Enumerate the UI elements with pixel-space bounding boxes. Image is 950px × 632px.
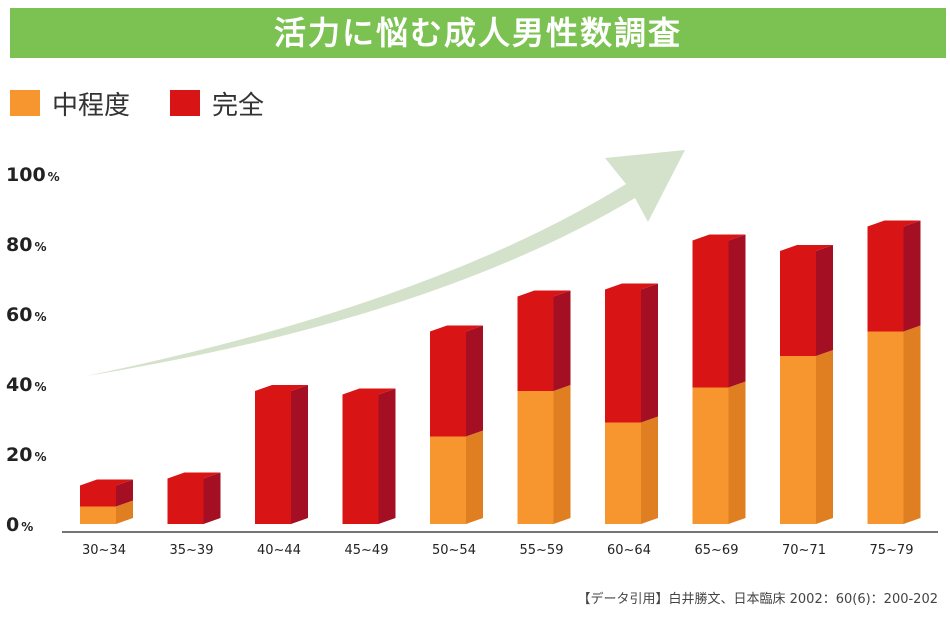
y-tick-label: 80%: [6, 234, 46, 256]
y-tick-label: 40%: [6, 374, 46, 396]
legend-item-moderate: 中程度: [10, 85, 130, 122]
bar-moderate-side: [816, 350, 833, 524]
bar-moderate-side: [553, 385, 571, 524]
bar-complete-side: [903, 220, 921, 332]
bar-group: [342, 388, 396, 524]
bar-moderate-front: [430, 436, 466, 524]
bar-top: [780, 245, 833, 251]
x-tick-label: 65~69: [695, 543, 739, 558]
bar-moderate-side: [641, 416, 658, 524]
legend: 中程度 完全: [10, 88, 304, 121]
bar-moderate-side: [728, 381, 746, 524]
bar-top: [255, 385, 308, 391]
bar-group: [255, 385, 308, 524]
x-tick-label: 50~54: [432, 543, 476, 558]
x-tick-label: 45~49: [345, 543, 389, 558]
bar-complete-front: [780, 251, 816, 356]
bar-complete-side: [466, 325, 483, 437]
bar-moderate-front: [780, 356, 816, 524]
bar-group: [167, 472, 221, 524]
legend-label-complete: 完全: [212, 90, 265, 121]
bar-group: [605, 283, 658, 524]
bar-complete-side: [641, 283, 658, 423]
legend-item-complete: 完全: [170, 85, 264, 122]
bar-complete-front: [517, 296, 554, 391]
bar-group: [867, 220, 921, 524]
bar-moderate-front: [517, 391, 554, 524]
bar-complete-side: [378, 388, 396, 524]
bar-top: [605, 283, 658, 290]
bar-complete-side: [816, 245, 833, 356]
y-tick-label: 20%: [6, 444, 46, 466]
bar-complete-front: [692, 240, 729, 388]
bar-complete-front: [605, 289, 641, 423]
bar-moderate-front: [80, 506, 116, 524]
x-tick-label: 55~59: [520, 543, 564, 558]
y-tick-label: 100%: [6, 164, 60, 186]
bar-group: [692, 234, 746, 524]
chart-title-banner: 活力に悩む成人男性数調査: [10, 8, 946, 58]
x-tick-label: 30~34: [82, 543, 126, 558]
legend-label-moderate: 中程度: [52, 90, 131, 121]
x-tick-label: 70~71: [782, 543, 826, 558]
legend-swatch-moderate: [10, 90, 40, 116]
bar-complete-front: [80, 485, 116, 507]
bar-complete-front: [342, 394, 379, 524]
bar-moderate-front: [692, 387, 729, 524]
bar-complete-front: [867, 226, 904, 332]
source-citation: 【データ引用】白井勝文、日本臨床 2002：60(6)：200-202: [577, 592, 939, 607]
x-tick-label: 60~64: [607, 543, 651, 558]
chart-title: 活力に悩む成人男性数調査: [273, 14, 682, 52]
bar-moderate-side: [116, 500, 133, 524]
bar-complete-front: [167, 478, 204, 524]
bar-group: [80, 479, 133, 524]
bar-moderate-side: [466, 430, 483, 524]
x-tick-label: 40~44: [257, 543, 301, 558]
x-tick-label: 75~79: [870, 543, 914, 558]
bar-top: [867, 220, 921, 227]
bar-group: [430, 325, 483, 524]
bar-moderate-front: [867, 331, 904, 524]
bar-complete-front: [430, 331, 466, 437]
bar-complete-side: [116, 479, 133, 507]
bar-moderate-front: [605, 422, 641, 524]
trend-arrow: [86, 150, 685, 376]
bar-moderate-side: [903, 325, 921, 524]
bar-top: [342, 388, 396, 395]
bar-top: [80, 479, 133, 486]
bar-complete-side: [553, 290, 571, 391]
bar-top: [692, 234, 746, 241]
bar-top: [517, 290, 571, 297]
y-tick-label: 60%: [6, 304, 46, 326]
bar-group: [780, 245, 833, 524]
bar-complete-side: [203, 472, 221, 524]
bar-complete-side: [291, 385, 308, 524]
x-tick-label: 35~39: [170, 543, 214, 558]
legend-swatch-complete: [170, 90, 201, 116]
bar-top: [167, 472, 221, 479]
bar-group: [517, 290, 571, 524]
bar-complete-side: [728, 234, 746, 388]
bar-top: [430, 325, 483, 332]
y-tick-label: 0%: [6, 514, 33, 536]
bar-complete-front: [255, 391, 291, 524]
